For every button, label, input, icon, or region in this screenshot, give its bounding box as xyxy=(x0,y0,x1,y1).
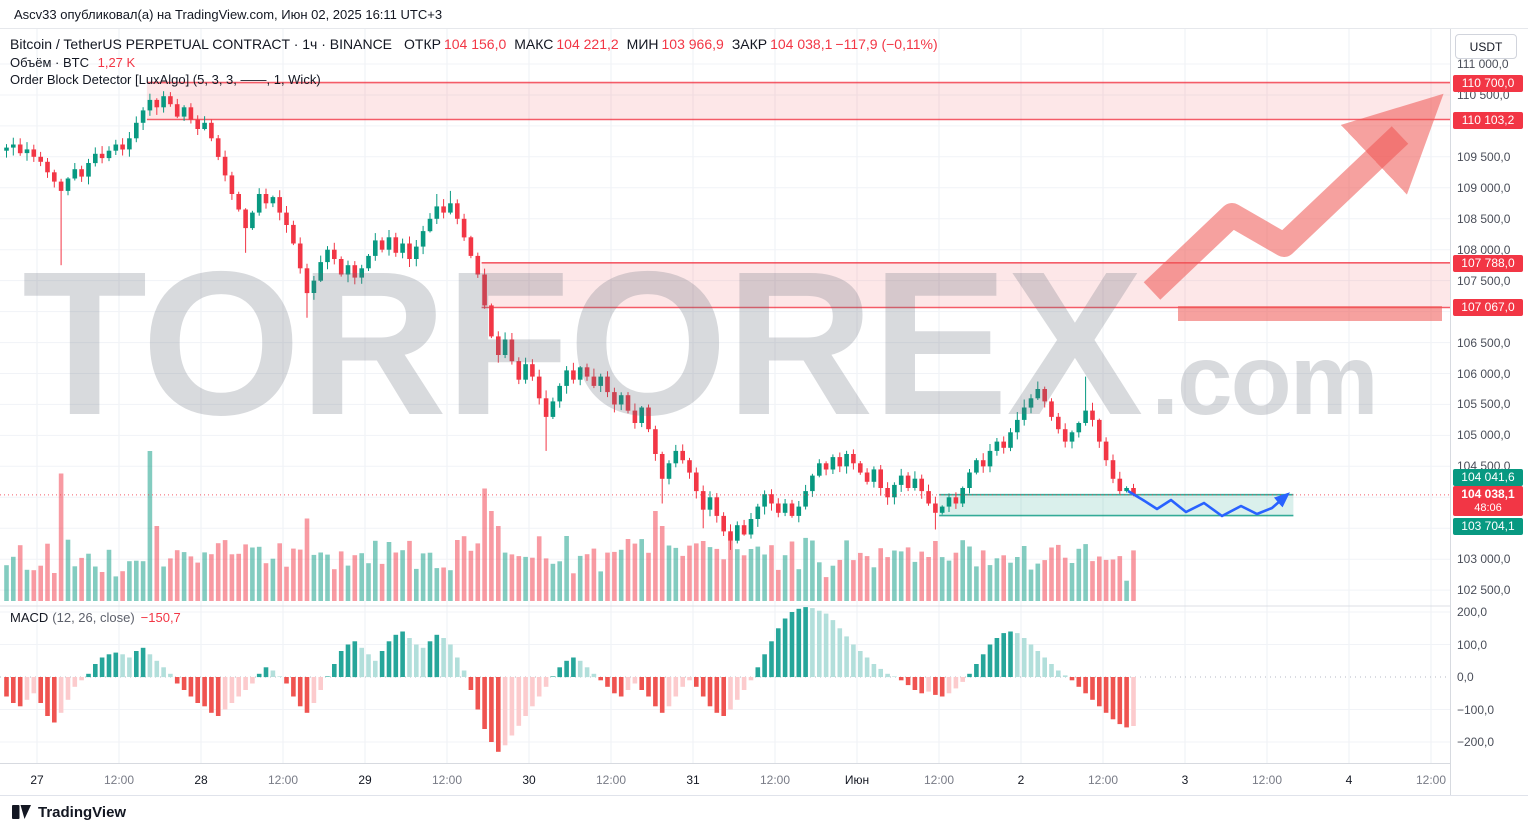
symbol-legend: Bitcoin / TetherUS PERPETUAL CONTRACT · … xyxy=(10,36,938,52)
macd-value: −150,7 xyxy=(140,610,181,625)
price-axis-label: 105 000,0 xyxy=(1457,428,1511,442)
attribution-bar: Ascv33 опубликовал(а) на TradingView.com… xyxy=(0,0,1528,28)
ohlc-field-value: 104 038,1 xyxy=(770,36,833,52)
ohlc-values: ОТКР 104 156,0 МАКС 104 221,2 МИН 103 966,9 ЗА… xyxy=(396,36,938,52)
order-block-zones xyxy=(146,81,1450,517)
time-axis-label: 12:00 xyxy=(759,773,791,787)
time-axis[interactable]: 27 12:00 28 12:00 29 12:00 30 12:00 31 12:00 Июн 12… xyxy=(0,763,1450,796)
grid xyxy=(0,29,1450,763)
tradingview-logo-text: TradingView xyxy=(38,803,127,821)
volume-legend: Объём · BTC 1,27 K xyxy=(10,55,135,70)
time-axis-label: 31 xyxy=(686,773,700,787)
time-axis-label: 4 xyxy=(1345,773,1353,787)
price-axis-label: 108 000,0 xyxy=(1457,243,1511,257)
time-axis-label: 28 xyxy=(194,773,208,787)
price-axis-label: 105 500,0 xyxy=(1457,397,1511,411)
ohlc-field-label: ЗАКР xyxy=(731,36,768,52)
tradingview-logo[interactable]: TradingView xyxy=(12,804,126,821)
ohlc-field-label: МАКС xyxy=(514,36,554,52)
price-axis-label: 109 500,0 xyxy=(1457,150,1511,164)
price-axis-label: −100,0 xyxy=(1457,703,1495,717)
time-axis-label: 12:00 xyxy=(431,773,463,787)
resistance-price-label: 110 700,0 xyxy=(1453,75,1523,92)
change-value: −117,9 (−0,11%) xyxy=(835,36,938,52)
symbol-title: Bitcoin / TetherUS PERPETUAL CONTRACT · … xyxy=(10,36,393,52)
price-axis-label: 108 500,0 xyxy=(1457,212,1511,226)
support-price-label: 104 041,6 xyxy=(1453,469,1523,486)
macd-legend: MACD (12, 26, close) −150,7 xyxy=(10,610,181,625)
resistance-price-label: 110 103,2 xyxy=(1453,112,1523,129)
price-axis-label: 200,0 xyxy=(1457,605,1488,619)
macd-params: (12, 26, close) xyxy=(52,610,135,625)
resistance-price-label: 107 067,0 xyxy=(1453,299,1523,316)
time-axis-label: 12:00 xyxy=(1415,773,1447,787)
support-price-label: 103 704,1 xyxy=(1453,518,1523,535)
time-axis-label: 27 xyxy=(30,773,44,787)
time-axis-label: 12:00 xyxy=(267,773,299,787)
resistance-price-label: 107 788,0 xyxy=(1453,255,1523,272)
ohlc-field-label: МИН xyxy=(626,36,659,52)
price-axis-label: 103 000,0 xyxy=(1457,552,1511,566)
time-axis-label: Июн xyxy=(844,773,870,787)
price-axis-label: 102 500,0 xyxy=(1457,583,1511,597)
time-axis-label: 29 xyxy=(358,773,372,787)
indicator-title: Order Block Detector [LuxAlgo] (5, 3, 3,… xyxy=(10,72,321,87)
attribution-text: Ascv33 опубликовал(а) на TradingView.com… xyxy=(14,6,443,22)
tradingview-logo-icon xyxy=(12,805,31,819)
time-axis-label: 12:00 xyxy=(1251,773,1283,787)
time-axis-label: 3 xyxy=(1181,773,1189,787)
ohlc-field-label: ОТКР xyxy=(404,36,441,52)
candles xyxy=(4,91,1136,550)
watermark-arrow xyxy=(1143,93,1444,321)
current-price-label: 104 038,1 48:06 xyxy=(1453,486,1523,516)
trend-arrow-drawing[interactable] xyxy=(1127,489,1290,518)
price-axis-label: 0,0 xyxy=(1457,670,1474,684)
time-axis-label: 12:00 xyxy=(103,773,135,787)
price-axis-label: 111 000,0 xyxy=(1457,57,1509,71)
indicator-legend: Order Block Detector [LuxAlgo] (5, 3, 3,… xyxy=(10,72,321,87)
price-axis-label: 106 000,0 xyxy=(1457,367,1511,381)
macd-histogram xyxy=(4,607,1136,752)
price-axis-label: 100,0 xyxy=(1457,638,1488,652)
current-price-value: 104 038,1 xyxy=(1461,487,1515,501)
price-axis-label: 109 000,0 xyxy=(1457,181,1511,195)
ohlc-field-value: 103 966,9 xyxy=(661,36,724,52)
price-axis[interactable]: USDT 111 000,0 110 500,0 109 500,0 109 000,… xyxy=(1450,29,1528,796)
price-axis-label: 107 500,0 xyxy=(1457,274,1511,288)
price-axis-label: 106 500,0 xyxy=(1457,336,1511,350)
chart-svg xyxy=(0,29,1450,763)
volume-bars xyxy=(4,451,1136,601)
footer-bar: TradingView xyxy=(0,795,1528,828)
volume-label: Объём · BTC xyxy=(10,55,89,70)
ohlc-field-value: 104 221,2 xyxy=(556,36,619,52)
currency-toggle-button[interactable]: USDT xyxy=(1455,34,1517,59)
chart-wrap: TORFOREX .com Bitcoin / TetherUS PERPETUA… xyxy=(0,28,1528,796)
time-axis-label: 30 xyxy=(522,773,536,787)
time-axis-label: 12:00 xyxy=(595,773,627,787)
time-axis-label: 12:00 xyxy=(1087,773,1119,787)
ohlc-field-value: 104 156,0 xyxy=(443,36,507,52)
macd-title: MACD xyxy=(10,610,49,625)
time-axis-label: 12:00 xyxy=(923,773,955,787)
bar-countdown: 48:06 xyxy=(1474,502,1502,514)
chart-canvas[interactable]: TORFOREX .com Bitcoin / TetherUS PERPETUA… xyxy=(0,29,1450,763)
price-axis-label: −200,0 xyxy=(1457,735,1495,749)
volume-value: 1,27 K xyxy=(97,55,136,70)
time-axis-label: 2 xyxy=(1017,773,1025,787)
